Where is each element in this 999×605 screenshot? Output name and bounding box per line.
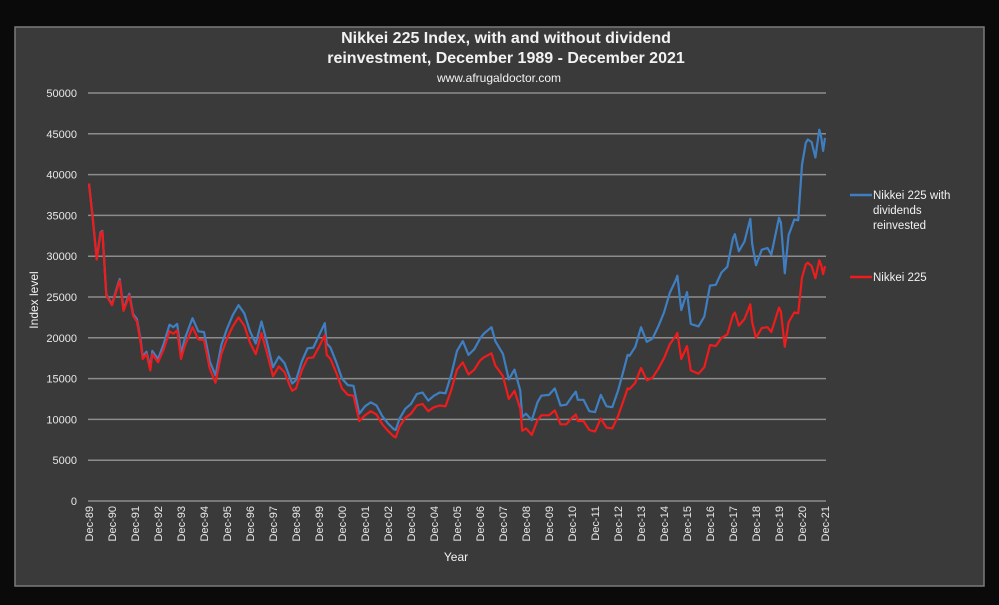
x-tick-label: Dec-11 [590,506,602,541]
x-tick-labels: Dec-89 Dec-90 Dec-91 Dec-92 Dec-93 Dec-94 Dec-… [84,506,832,541]
x-tick-label: Dec-06 [475,506,487,541]
x-tick-label: Dec-04 [429,506,441,541]
x-tick-label: Dec-90 [107,506,119,541]
y-tick-label: 40000 [46,170,77,182]
x-tick-label: Dec-03 [406,506,418,541]
x-tick-label: Dec-12 [613,506,625,541]
x-tick-label: Dec-16 [705,506,717,541]
gridlines [88,92,826,502]
y-axis-label: Index level [27,271,41,328]
x-tick-label: Dec-19 [774,506,786,541]
legend: Nikkei 225 with dividends reinvested Nik… [850,190,950,284]
x-tick-label: Dec-10 [567,506,579,541]
x-axis-label: Year [444,550,468,564]
series-line-nikkei-225 [87,183,827,439]
x-tick-label: Dec-17 [728,506,740,541]
y-tick-label: 35000 [46,210,77,222]
legend-label-dividends-2: dividends [873,205,922,217]
y-tick-label: 25000 [46,292,77,304]
x-tick-label: Dec-02 [383,506,395,541]
chart-panel [14,26,985,587]
chart-title-line-2: reinvestment, December 1989 - December 2… [327,50,685,67]
y-tick-label: 30000 [46,251,77,263]
x-tick-label: Dec-00 [337,506,349,541]
legend-label-dividends-3: reinvested [873,220,926,232]
y-tick-label: 5000 [53,455,77,467]
x-tick-label: Dec-21 [820,506,832,541]
y-tick-label: 50000 [46,88,77,100]
x-tick-label: Dec-20 [797,506,809,541]
y-tick-label: 0 [71,496,77,508]
x-tick-label: Dec-07 [498,506,510,541]
y-tick-label: 10000 [46,414,77,426]
legend-label-dividends-1: Nikkei 225 with [873,190,950,202]
series-lines [87,128,827,439]
y-tick-label: 20000 [46,333,77,345]
x-tick-label: Dec-08 [521,506,533,541]
series-line-dividends-reinvested [87,128,827,432]
x-tick-label: Dec-01 [360,506,372,541]
x-tick-label: Dec-14 [659,506,671,541]
y-tick-labels: 0 5000 10000 15000 20000 25000 30000 35000 40000… [46,88,77,508]
legend-label-nikkei: Nikkei 225 [873,272,927,284]
x-tick-label: Dec-92 [153,506,165,541]
x-tick-label: Dec-94 [199,506,211,541]
chart-title-line-1: Nikkei 225 Index, with and without divid… [341,30,671,47]
x-tick-label: Dec-99 [314,506,326,541]
x-tick-label: Dec-93 [176,506,188,541]
x-tick-label: Dec-97 [268,506,280,541]
y-tick-label: 45000 [46,129,77,141]
x-tick-label: Dec-09 [544,506,556,541]
x-tick-label: Dec-96 [245,506,257,541]
x-tick-label: Dec-05 [452,506,464,541]
y-tick-label: 15000 [46,374,77,386]
x-tick-label: Dec-89 [84,506,96,541]
x-tick-label: Dec-98 [291,506,303,541]
x-tick-label: Dec-13 [636,506,648,541]
x-tick-label: Dec-95 [222,506,234,541]
chart-subtitle: www.afrugaldoctor.com [436,71,561,85]
x-tick-label: Dec-18 [751,506,763,541]
x-tick-label: Dec-91 [130,506,142,541]
x-tick-label: Dec-15 [682,506,694,541]
